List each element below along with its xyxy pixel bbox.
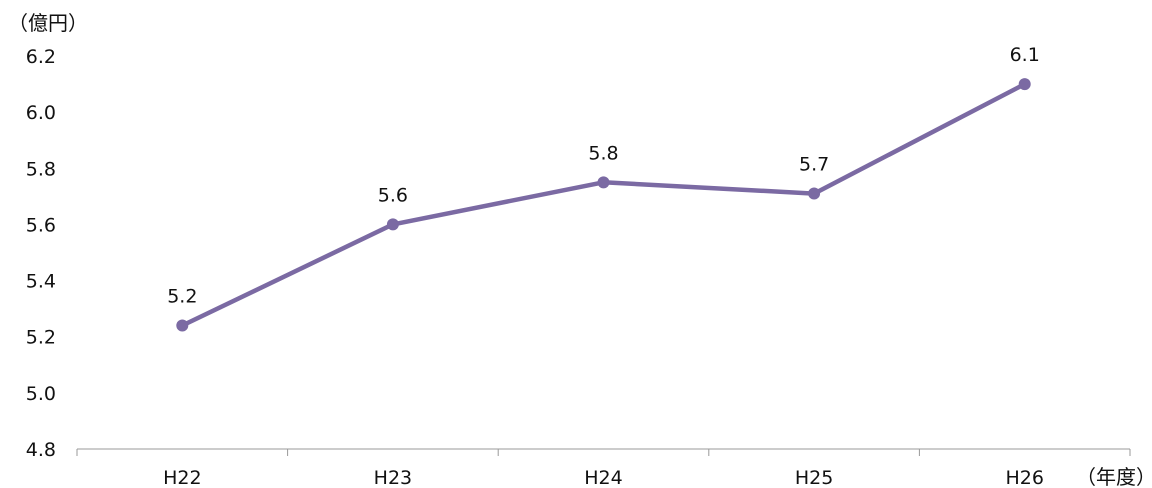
y-tick-label: 5.6: [26, 214, 56, 236]
x-axis-unit-label: （年度）: [1076, 465, 1152, 488]
x-axis: H22 H23 H24 H25 H26: [76, 448, 1131, 488]
data-label: 5.7: [799, 154, 829, 176]
y-tick-label: 4.8: [26, 439, 56, 461]
data-point: [386, 218, 399, 231]
data-point: [176, 319, 189, 332]
data-label: 5.2: [167, 285, 197, 307]
y-tick-label: 6.0: [26, 102, 56, 124]
data-point: [1018, 78, 1031, 91]
x-tick-label: H23: [374, 467, 412, 488]
series-line: [180, 81, 1027, 328]
x-tick-label: H25: [795, 467, 833, 488]
y-axis-unit-label: （億円）: [8, 11, 88, 35]
series-layer: 5.2 5.6 5.8 5.7 6.1: [167, 44, 1040, 332]
y-tick-label: 6.2: [26, 46, 56, 68]
x-tick-label: H24: [584, 467, 622, 488]
x-tick-label: H22: [163, 467, 201, 488]
y-tick-label: 5.8: [26, 158, 56, 180]
y-tick-label: 5.2: [26, 327, 56, 349]
data-label: 6.1: [1010, 44, 1040, 66]
data-point: [808, 187, 821, 200]
data-label: 5.6: [378, 184, 408, 206]
y-tick-label: 5.4: [26, 271, 56, 293]
y-tick-label: 5.0: [26, 383, 56, 405]
data-label: 5.8: [588, 142, 618, 164]
data-point: [597, 176, 610, 189]
y-axis-ticks: 4.8 5.0 5.2 5.4 5.6 5.8 6.0 6.2: [26, 46, 56, 461]
x-tick-label: H26: [1005, 467, 1043, 488]
